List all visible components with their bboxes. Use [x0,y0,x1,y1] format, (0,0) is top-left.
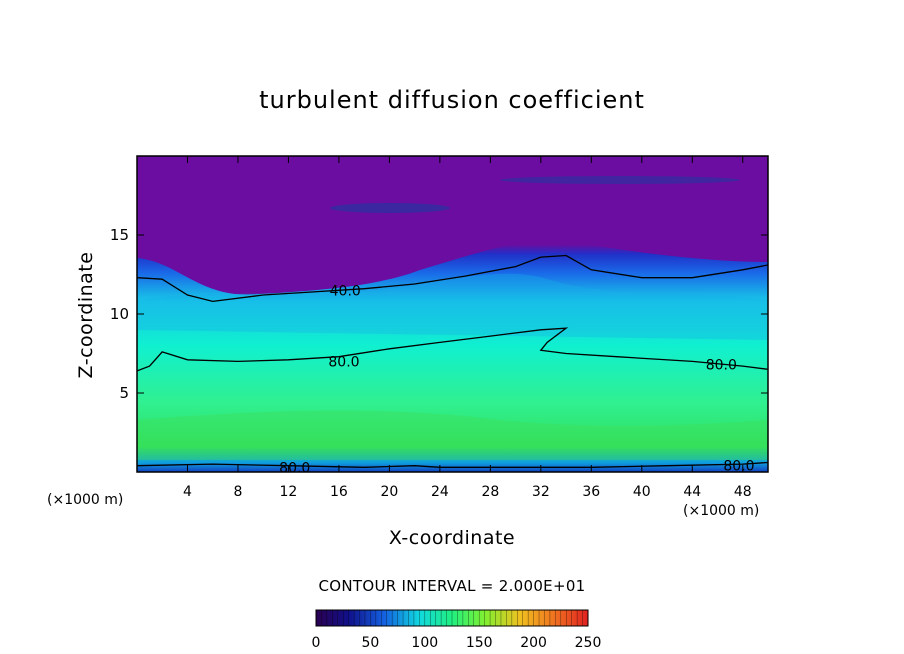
colorbar-tick-label: 100 [411,635,438,651]
x-tick-label: 44 [683,484,701,500]
colorbar-tick-label: 200 [520,635,547,651]
contour-label: 80.0 [279,460,310,476]
x-tick-label: 4 [183,484,192,500]
x-tick-label: 12 [280,484,298,500]
contour-interval-label: CONTOUR INTERVAL = 2.000E+01 [318,577,586,595]
x-tick-label: 32 [532,484,550,500]
upper-blob-right [500,176,740,184]
x-tick-label: 20 [380,484,398,500]
mid-layer-shading [137,273,768,340]
y-tick-label: 5 [119,384,129,402]
chart-title: turbulent diffusion coefficient [259,86,645,114]
x-tick-label: 36 [582,484,600,500]
y-tick-label: 10 [110,305,129,323]
x-axis-label: X-coordinate [388,527,516,549]
contour-line-80 [137,327,768,372]
colorbar-tick-label: 0 [312,635,321,651]
x-tick-label: 28 [481,484,499,500]
contour-label: 40.0 [330,283,361,299]
x-tick-label: 48 [734,484,752,500]
low-layer-shading [137,410,768,460]
contour-label: 80.0 [723,459,754,475]
x-unit-label-left: (×1000 m) [47,492,124,508]
colorbar-tick-label: 250 [575,635,602,651]
contour-label: 80.0 [706,358,737,374]
contour-label: 80.0 [328,354,359,370]
colorbar-tick-label: 150 [466,635,493,651]
upper-stable-layer [137,156,768,295]
x-tick-label: 24 [431,484,449,500]
contour-line-40 [137,254,768,303]
upper-blob-left [330,203,450,213]
y-tick-label: 15 [110,226,129,244]
x-tick-label: 16 [330,484,348,500]
x-tick-label: 40 [633,484,651,500]
x-tick-label: 8 [233,484,242,500]
colorbar-tick-label: 50 [361,635,379,651]
x-unit-label-right: (×1000 m) [683,503,760,519]
